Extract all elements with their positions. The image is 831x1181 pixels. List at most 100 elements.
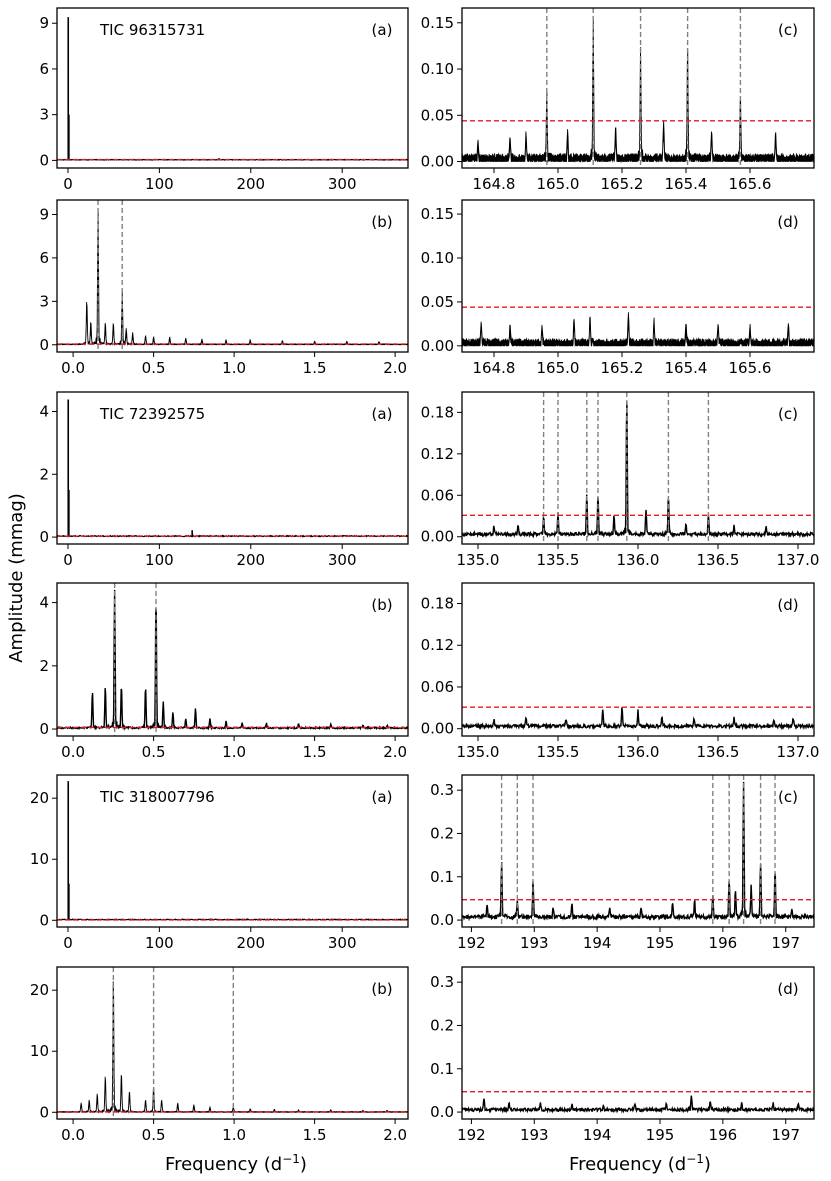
- y-tick-label-p2d-1: 0.06: [421, 678, 454, 696]
- panel-tag-p1b: (b): [371, 213, 392, 231]
- x-tick-label-p3d-1: 193: [520, 1126, 549, 1144]
- y-tick-label-p3d-1: 0.1: [430, 1060, 454, 1078]
- panel-p2d: 135.0 135.5 136.0 136.5 137.0 0.00 0.06 0.12 0.1…: [421, 582, 820, 761]
- y-tick-label-p1a-2: 6: [39, 60, 49, 78]
- panel-frame-p1d: [461, 199, 815, 353]
- x-axis-title-right: Frequency (d−1): [569, 1152, 711, 1175]
- panel-frame-p3b: [56, 966, 409, 1120]
- y-tick-label-p3a-0: 0: [39, 911, 49, 929]
- spectrum-line-p2c: [462, 402, 814, 539]
- x-axis-title-right-close: ): [704, 1154, 711, 1175]
- x-axis-title-left-sup: −1: [282, 1152, 300, 1166]
- x-tick-label-p1c-2: 165.2: [601, 175, 644, 193]
- x-tick-label-p3b-1: 0.5: [142, 1126, 166, 1144]
- x-tick-label-p2a-1: 100: [145, 551, 174, 569]
- x-tick-label-p1b-4: 2.0: [383, 359, 407, 377]
- panel-frame-p3d: [461, 966, 815, 1120]
- x-tick-label-p2b-4: 2.0: [383, 743, 407, 761]
- x-axis-title-left-close: ): [300, 1154, 307, 1175]
- y-tick-label-p2b-1: 2: [39, 657, 49, 675]
- y-tick-label-p3c-2: 0.2: [430, 824, 454, 842]
- panel-p3a: 0 100 200 300 0 10 20 (a) TIC 318007796: [30, 774, 409, 952]
- x-tick-label-p3b-4: 2.0: [383, 1126, 407, 1144]
- panel-tag-p1d: (d): [777, 213, 798, 231]
- x-tick-label-p3b-2: 1.0: [222, 1126, 246, 1144]
- tic-name-p2a: TIC 72392575: [99, 405, 205, 423]
- x-tick-label-p3a-2: 200: [236, 934, 265, 952]
- y-tick-label-p1c-3: 0.15: [421, 14, 454, 32]
- panel-p2a: 0 100 200 300 0 2 4 (a) TIC 72392575: [39, 391, 409, 569]
- x-tick-label-p1d-4: 165.6: [729, 359, 772, 377]
- x-tick-label-p1b-0: 0.0: [61, 359, 85, 377]
- x-tick-label-p3b-0: 0.0: [61, 1126, 85, 1144]
- x-tick-label-p1c-3: 165.4: [665, 175, 708, 193]
- panel-tag-p3d: (d): [777, 980, 798, 998]
- y-tick-label-p3c-0: 0.0: [430, 911, 454, 929]
- y-tick-label-p2a-1: 2: [39, 465, 49, 483]
- x-tick-label-p2d-1: 135.5: [537, 743, 580, 761]
- x-tick-label-p3c-4: 196: [709, 934, 738, 952]
- plot-area-p3c: [462, 775, 814, 927]
- y-tick-label-p1d-3: 0.15: [421, 205, 454, 223]
- y-tick-label-p1c-0: 0.00: [421, 153, 454, 171]
- panel-frame-p2b: [56, 582, 409, 737]
- spectrum-line-p2b: [57, 589, 408, 732]
- plot-area-p3b: [57, 967, 408, 1119]
- y-tick-label-p3b-1: 10: [30, 1042, 49, 1060]
- x-tick-label-p3d-2: 194: [583, 1126, 612, 1144]
- panel-tag-p1a: (a): [372, 21, 393, 39]
- panel-tag-p1c: (c): [778, 21, 798, 39]
- x-tick-label-p1a-3: 300: [328, 175, 357, 193]
- x-axis-title-right-sup: −1: [686, 1152, 704, 1166]
- x-tick-label-p2b-0: 0.0: [61, 743, 85, 761]
- x-tick-label-p1b-3: 1.5: [303, 359, 327, 377]
- x-tick-label-p3d-4: 196: [709, 1126, 738, 1144]
- x-tick-label-p1d-2: 165.2: [601, 359, 644, 377]
- x-tick-label-p3c-3: 195: [646, 934, 675, 952]
- x-tick-label-p3d-3: 195: [646, 1126, 675, 1144]
- x-tick-label-p2b-3: 1.5: [303, 743, 327, 761]
- y-tick-label-p1b-2: 6: [39, 249, 49, 267]
- x-tick-label-p2c-0: 135.0: [457, 551, 500, 569]
- panel-tag-p2d: (d): [777, 596, 798, 614]
- x-tick-label-p2a-3: 300: [328, 551, 357, 569]
- x-tick-label-p2d-3: 136.5: [697, 743, 740, 761]
- tic-name-p1a: TIC 96315731: [99, 21, 205, 39]
- x-tick-label-p2a-0: 0: [63, 551, 73, 569]
- spectrum-line-p3c: [462, 781, 814, 922]
- spectrum-band-p1b: [57, 208, 408, 346]
- y-tick-label-p1c-2: 0.10: [421, 60, 454, 78]
- x-tick-label-p3a-1: 100: [145, 934, 174, 952]
- x-tick-label-p2d-2: 136.0: [617, 743, 660, 761]
- x-tick-label-p2d-0: 135.0: [457, 743, 500, 761]
- x-tick-label-p2c-3: 136.5: [697, 551, 740, 569]
- x-tick-label-p2b-2: 1.0: [222, 743, 246, 761]
- panel-p1b: 0.0 0.5 1.0 1.5 2.0 0 3 6 9 (b): [39, 199, 409, 377]
- plot-area-p1b: [57, 200, 408, 352]
- panel-frame-p3c: [461, 774, 815, 928]
- y-tick-label-p2d-3: 0.18: [421, 595, 454, 613]
- y-tick-label-p2c-1: 0.06: [421, 486, 454, 504]
- panel-p3b: 0.0 0.5 1.0 1.5 2.0 0 10 20 (b): [30, 966, 409, 1144]
- y-tick-label-p2c-0: 0.00: [421, 528, 454, 546]
- x-tick-label-p2c-1: 135.5: [537, 551, 580, 569]
- plot-area-p2c: [462, 392, 814, 544]
- y-tick-label-p3c-3: 0.3: [430, 781, 454, 799]
- x-tick-label-p1c-1: 165.0: [537, 175, 580, 193]
- x-tick-label-p3d-5: 197: [771, 1126, 800, 1144]
- panel-frame-p1a: [56, 7, 409, 169]
- x-tick-label-p1c-4: 165.6: [729, 175, 772, 193]
- y-tick-label-p1b-0: 0: [39, 336, 49, 354]
- x-tick-label-p2a-2: 200: [236, 551, 265, 569]
- panel-p1a: 0 100 200 300 0 3 6 9 (a) TIC 96315731: [39, 7, 409, 193]
- y-tick-label-p3d-2: 0.2: [430, 1016, 454, 1034]
- y-tick-label-p2c-2: 0.12: [421, 445, 454, 463]
- x-tick-label-p2d-4: 137.0: [777, 743, 820, 761]
- y-tick-label-p3b-0: 0: [39, 1103, 49, 1121]
- x-tick-label-p1d-0: 164.8: [473, 359, 516, 377]
- panel-tag-p2c: (c): [778, 405, 798, 423]
- plot-area-p3a: [57, 781, 408, 921]
- y-tick-label-p1b-1: 3: [39, 292, 49, 310]
- x-tick-label-p1c-0: 164.8: [473, 175, 516, 193]
- y-tick-label-p2b-2: 4: [39, 594, 49, 612]
